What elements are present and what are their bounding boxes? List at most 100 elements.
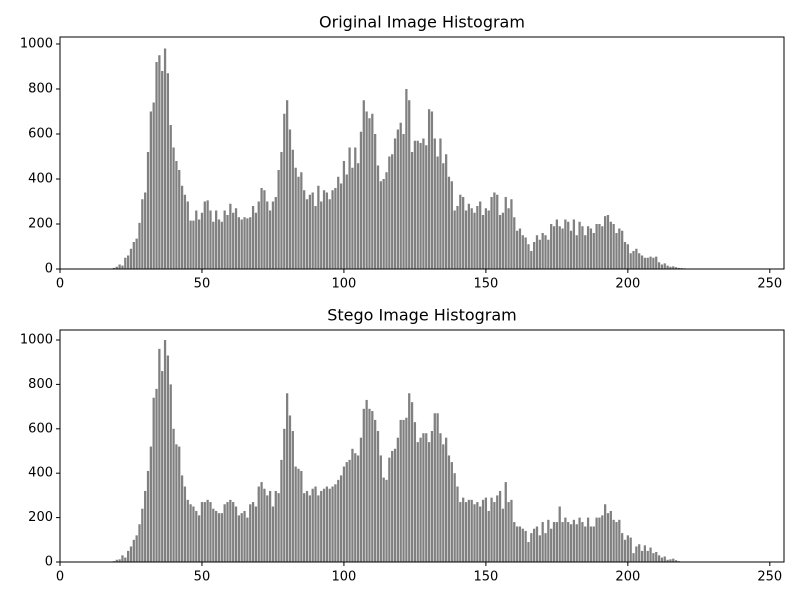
bar (172, 428, 175, 562)
bar (655, 552, 658, 562)
x-tick-label: 250 (757, 277, 782, 292)
bar (632, 553, 635, 562)
bar (158, 348, 161, 562)
bar (274, 196, 277, 269)
bar (232, 212, 235, 269)
bar (195, 210, 198, 269)
bar (178, 446, 181, 562)
bar (402, 133, 405, 269)
bar (132, 241, 135, 269)
bar (356, 455, 360, 562)
y-tick-label: 800 (28, 377, 53, 392)
bar (362, 408, 365, 562)
bar (433, 138, 436, 269)
bar (473, 504, 476, 562)
bar (623, 241, 627, 269)
bar (413, 422, 417, 562)
bar (376, 431, 380, 562)
bar (419, 437, 422, 562)
bar (481, 499, 485, 562)
bar (129, 248, 133, 269)
bar (567, 221, 570, 269)
bar (257, 486, 260, 562)
bar (291, 149, 294, 269)
bar (266, 495, 269, 562)
bar (459, 194, 462, 269)
bar (677, 267, 681, 269)
y-tick-label: 400 (28, 171, 53, 186)
bar (501, 508, 505, 562)
bar (453, 210, 456, 269)
bar (141, 508, 144, 562)
bar (405, 417, 408, 562)
bar (175, 160, 178, 269)
bar (127, 550, 130, 562)
bar (572, 519, 576, 562)
bar (606, 513, 610, 562)
bar (603, 216, 607, 269)
bar (328, 488, 331, 562)
bar (317, 185, 320, 269)
bar (507, 502, 510, 562)
bar (294, 167, 297, 269)
bar (197, 515, 201, 562)
bar (444, 437, 448, 562)
bar (166, 73, 170, 269)
y-tick-label: 800 (28, 81, 53, 96)
bar (226, 502, 229, 562)
bar (217, 219, 221, 269)
bar (263, 488, 266, 562)
bar (220, 513, 223, 562)
bar (144, 192, 147, 269)
bar (660, 264, 664, 269)
bar (266, 201, 269, 269)
bar (300, 172, 303, 269)
bar (186, 499, 189, 562)
bar (393, 138, 397, 269)
bar (609, 510, 612, 562)
bar (368, 118, 371, 269)
y-tick-label: 600 (28, 421, 53, 436)
bar (291, 431, 294, 562)
bar (422, 433, 425, 562)
axes-frame (59, 36, 785, 270)
bar (388, 156, 391, 269)
bar (322, 190, 326, 269)
bar (663, 263, 666, 269)
bar (470, 208, 473, 269)
bar (459, 502, 462, 562)
bar (115, 266, 118, 269)
bar (337, 479, 340, 562)
bar (334, 187, 337, 269)
x-tick-label: 100 (332, 570, 357, 585)
bar (496, 194, 499, 269)
bar (462, 497, 465, 562)
bar (314, 205, 317, 269)
bar (504, 482, 507, 562)
bar (166, 355, 170, 562)
bar (598, 223, 601, 269)
bar (305, 199, 309, 269)
bar (572, 219, 576, 269)
bar (303, 190, 306, 269)
bar (643, 545, 647, 562)
bar (578, 221, 581, 269)
x-tick-label: 100 (332, 277, 357, 292)
bar (118, 559, 121, 562)
bar (410, 151, 414, 269)
bar (283, 113, 286, 269)
bar (399, 419, 402, 562)
bar (476, 205, 479, 269)
y-tick-label: 1000 (20, 36, 53, 51)
bar (149, 111, 152, 269)
bar (527, 244, 530, 269)
bar (586, 226, 590, 269)
bar (203, 201, 206, 269)
bar (391, 450, 394, 562)
bar (385, 479, 388, 562)
bar (427, 442, 431, 562)
bar (425, 145, 428, 269)
bar (209, 210, 212, 269)
bar (569, 524, 573, 562)
bar (515, 230, 519, 269)
